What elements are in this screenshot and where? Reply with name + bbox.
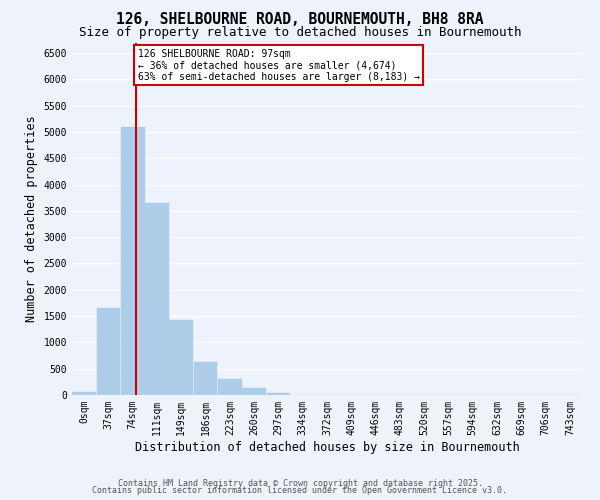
Text: Contains HM Land Registry data © Crown copyright and database right 2025.: Contains HM Land Registry data © Crown c… [118,478,482,488]
Bar [218,378,242,395]
Bar [72,392,96,395]
Bar [121,126,145,395]
Bar [97,308,121,395]
X-axis label: Distribution of detached houses by size in Bournemouth: Distribution of detached houses by size … [134,440,520,454]
Y-axis label: Number of detached properties: Number of detached properties [25,116,38,322]
Text: Contains public sector information licensed under the Open Government Licence v3: Contains public sector information licen… [92,486,508,495]
Bar [169,320,193,395]
Text: Size of property relative to detached houses in Bournemouth: Size of property relative to detached ho… [79,26,521,39]
Bar [242,388,266,395]
Text: 126, SHELBOURNE ROAD, BOURNEMOUTH, BH8 8RA: 126, SHELBOURNE ROAD, BOURNEMOUTH, BH8 8… [116,12,484,28]
Text: 126 SHELBOURNE ROAD: 97sqm
← 36% of detached houses are smaller (4,674)
63% of s: 126 SHELBOURNE ROAD: 97sqm ← 36% of deta… [137,49,419,82]
Bar [145,203,169,395]
Bar [194,362,217,395]
Bar [266,393,290,395]
